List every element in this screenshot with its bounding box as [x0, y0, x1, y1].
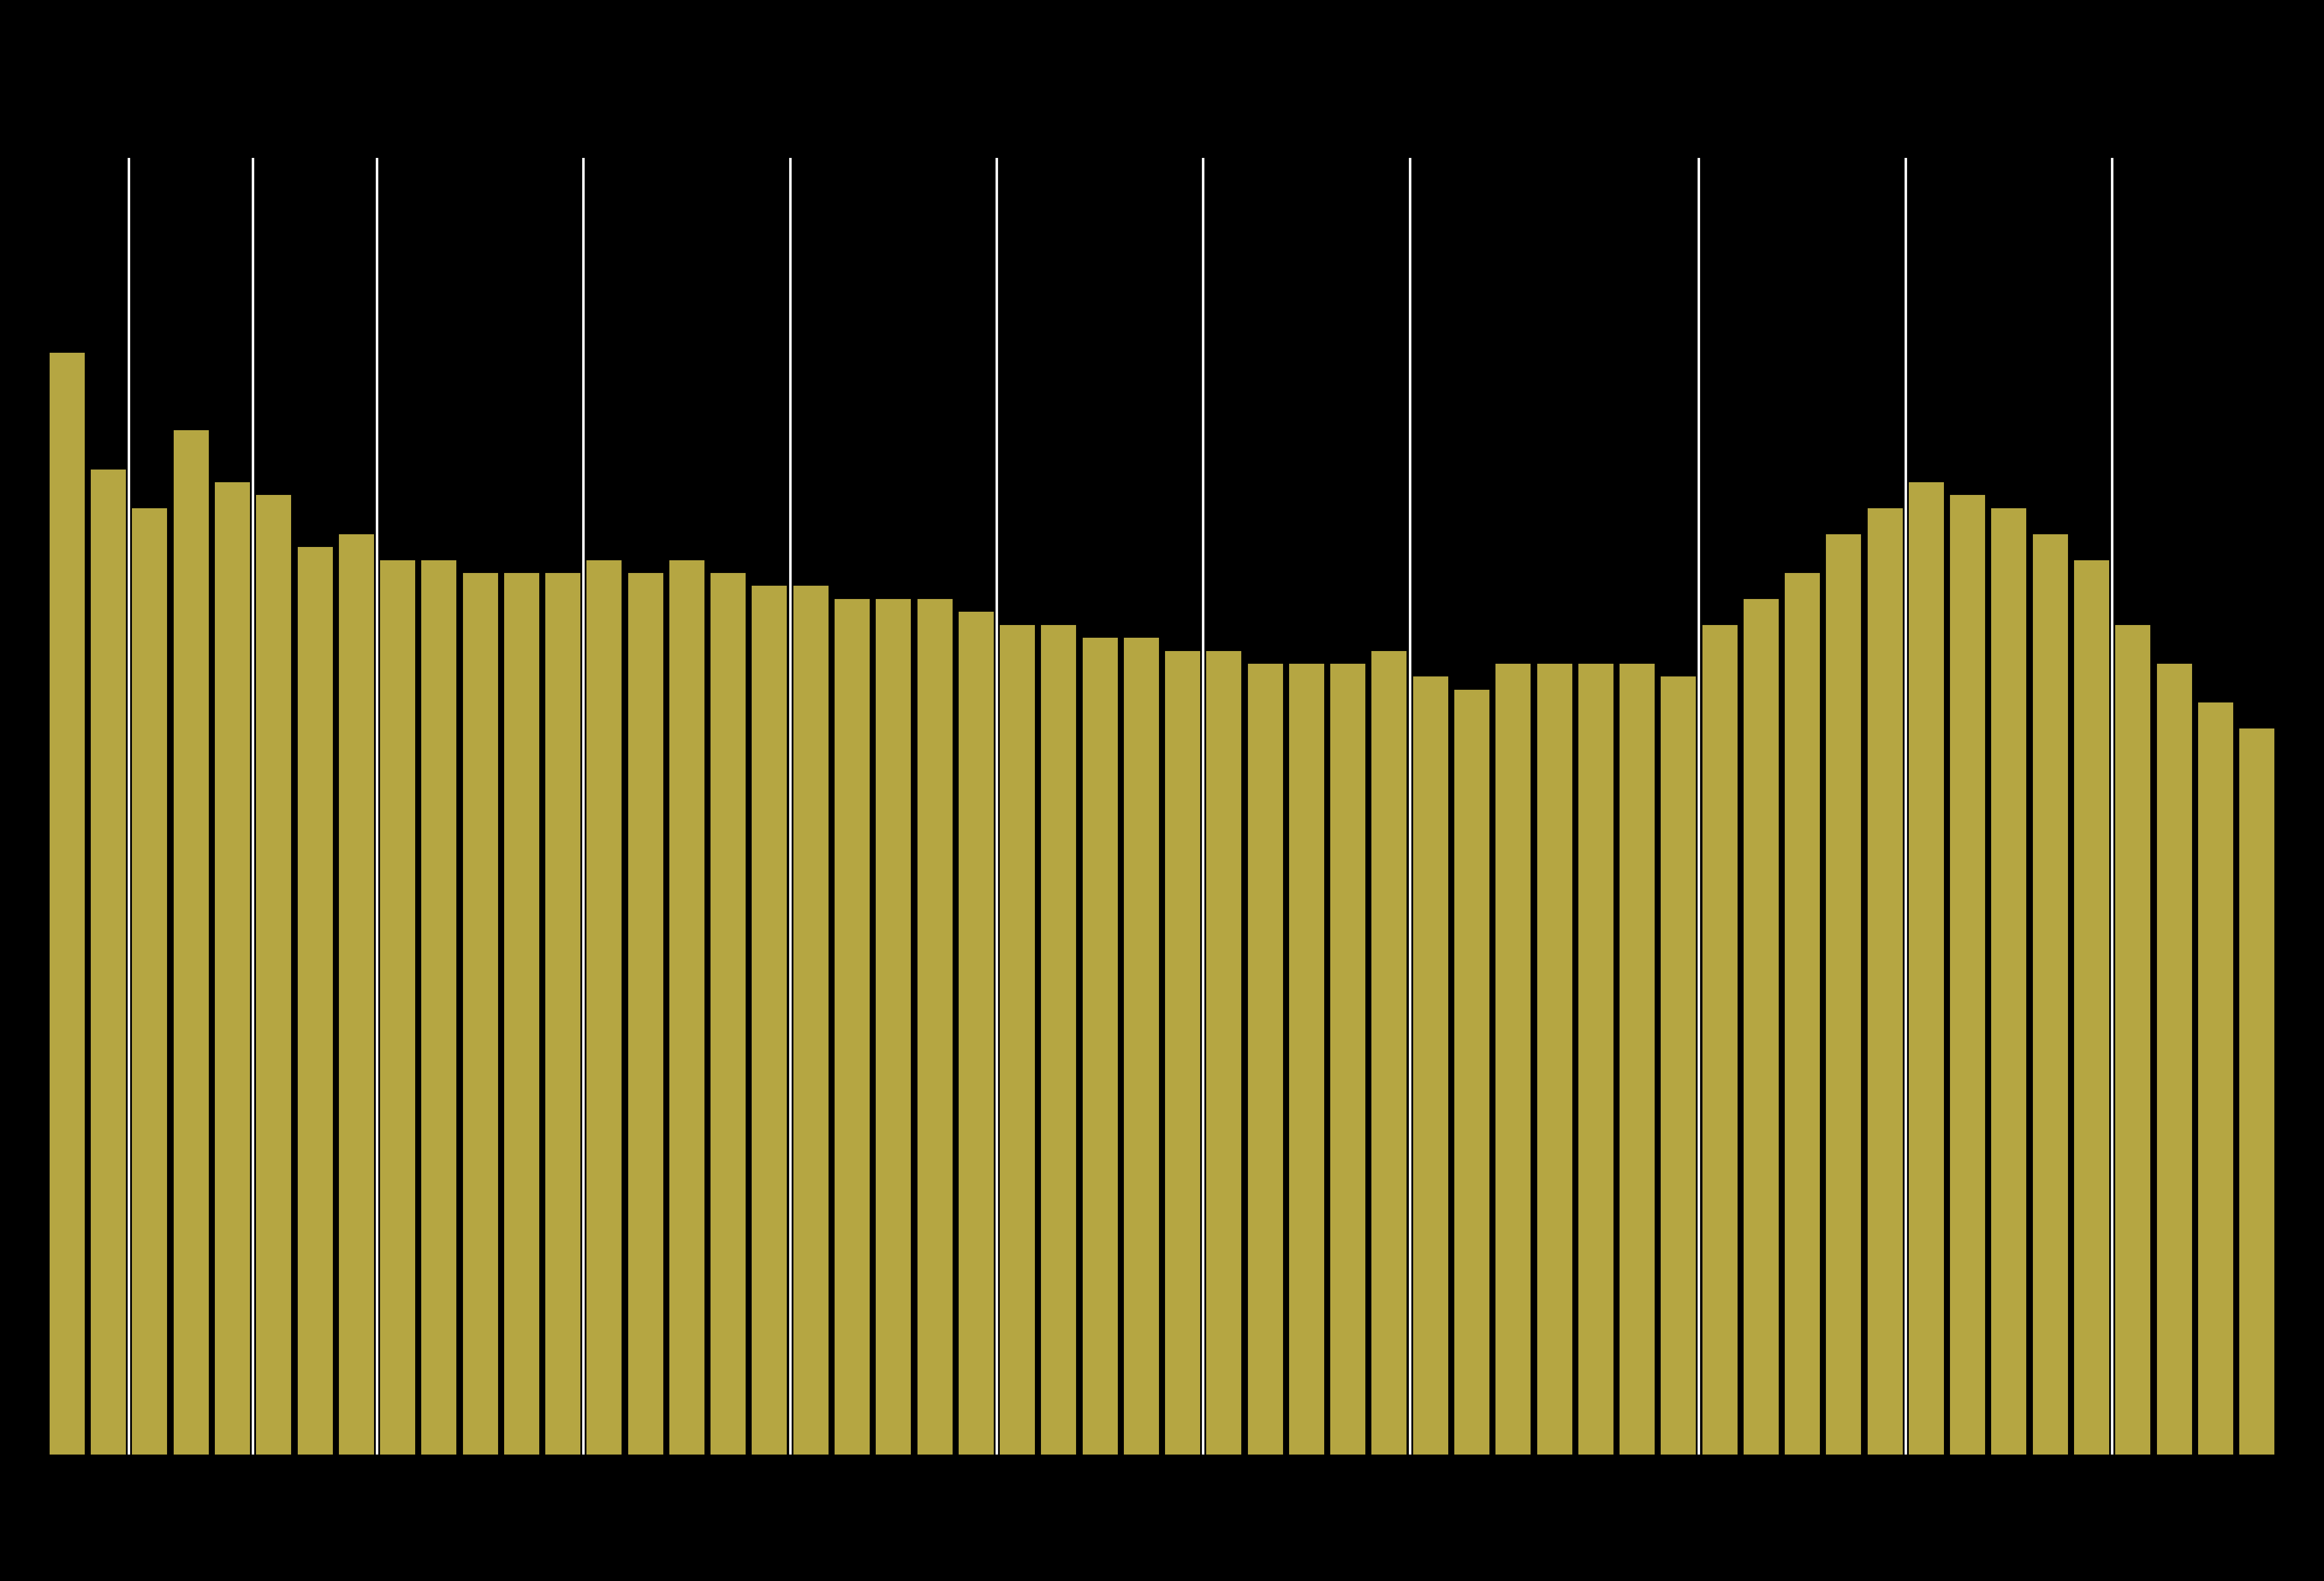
- Bar: [1620, 664, 1655, 1455]
- Bar: [586, 560, 623, 1455]
- Bar: [504, 572, 539, 1455]
- Bar: [1701, 624, 1738, 1455]
- Bar: [381, 560, 416, 1455]
- Bar: [957, 612, 995, 1455]
- Bar: [876, 599, 911, 1455]
- Bar: [91, 470, 125, 1455]
- Bar: [2157, 664, 2192, 1455]
- Bar: [1413, 677, 1448, 1455]
- Bar: [792, 587, 827, 1455]
- Bar: [462, 572, 497, 1455]
- Bar: [1041, 624, 1076, 1455]
- Bar: [1662, 677, 1697, 1455]
- Bar: [834, 599, 869, 1455]
- Bar: [214, 482, 251, 1455]
- Bar: [2115, 624, 2150, 1455]
- Bar: [1992, 508, 2027, 1455]
- Bar: [2034, 534, 2068, 1455]
- Bar: [421, 560, 456, 1455]
- Bar: [1578, 664, 1613, 1455]
- Bar: [1164, 651, 1199, 1455]
- Bar: [2199, 702, 2233, 1455]
- Bar: [999, 624, 1034, 1455]
- Bar: [174, 430, 209, 1455]
- Bar: [1536, 664, 1571, 1455]
- Bar: [1908, 482, 1943, 1455]
- Bar: [753, 587, 788, 1455]
- Bar: [1371, 651, 1406, 1455]
- Bar: [132, 508, 167, 1455]
- Bar: [49, 353, 84, 1455]
- Bar: [1743, 599, 1778, 1455]
- Bar: [918, 599, 953, 1455]
- Bar: [1827, 534, 1862, 1455]
- Bar: [1455, 689, 1490, 1455]
- Bar: [297, 547, 332, 1455]
- Bar: [1785, 572, 1820, 1455]
- Bar: [1329, 664, 1367, 1455]
- Bar: [1206, 651, 1241, 1455]
- Bar: [627, 572, 662, 1455]
- Bar: [1868, 508, 1903, 1455]
- Bar: [1290, 664, 1325, 1455]
- Bar: [339, 534, 374, 1455]
- Bar: [1125, 637, 1160, 1455]
- Bar: [669, 560, 704, 1455]
- Bar: [2240, 729, 2275, 1455]
- Bar: [2073, 560, 2110, 1455]
- Bar: [546, 572, 581, 1455]
- Bar: [1248, 664, 1283, 1455]
- Bar: [711, 572, 746, 1455]
- Bar: [256, 495, 290, 1455]
- Bar: [1497, 664, 1532, 1455]
- Bar: [1950, 495, 1985, 1455]
- Bar: [1083, 637, 1118, 1455]
